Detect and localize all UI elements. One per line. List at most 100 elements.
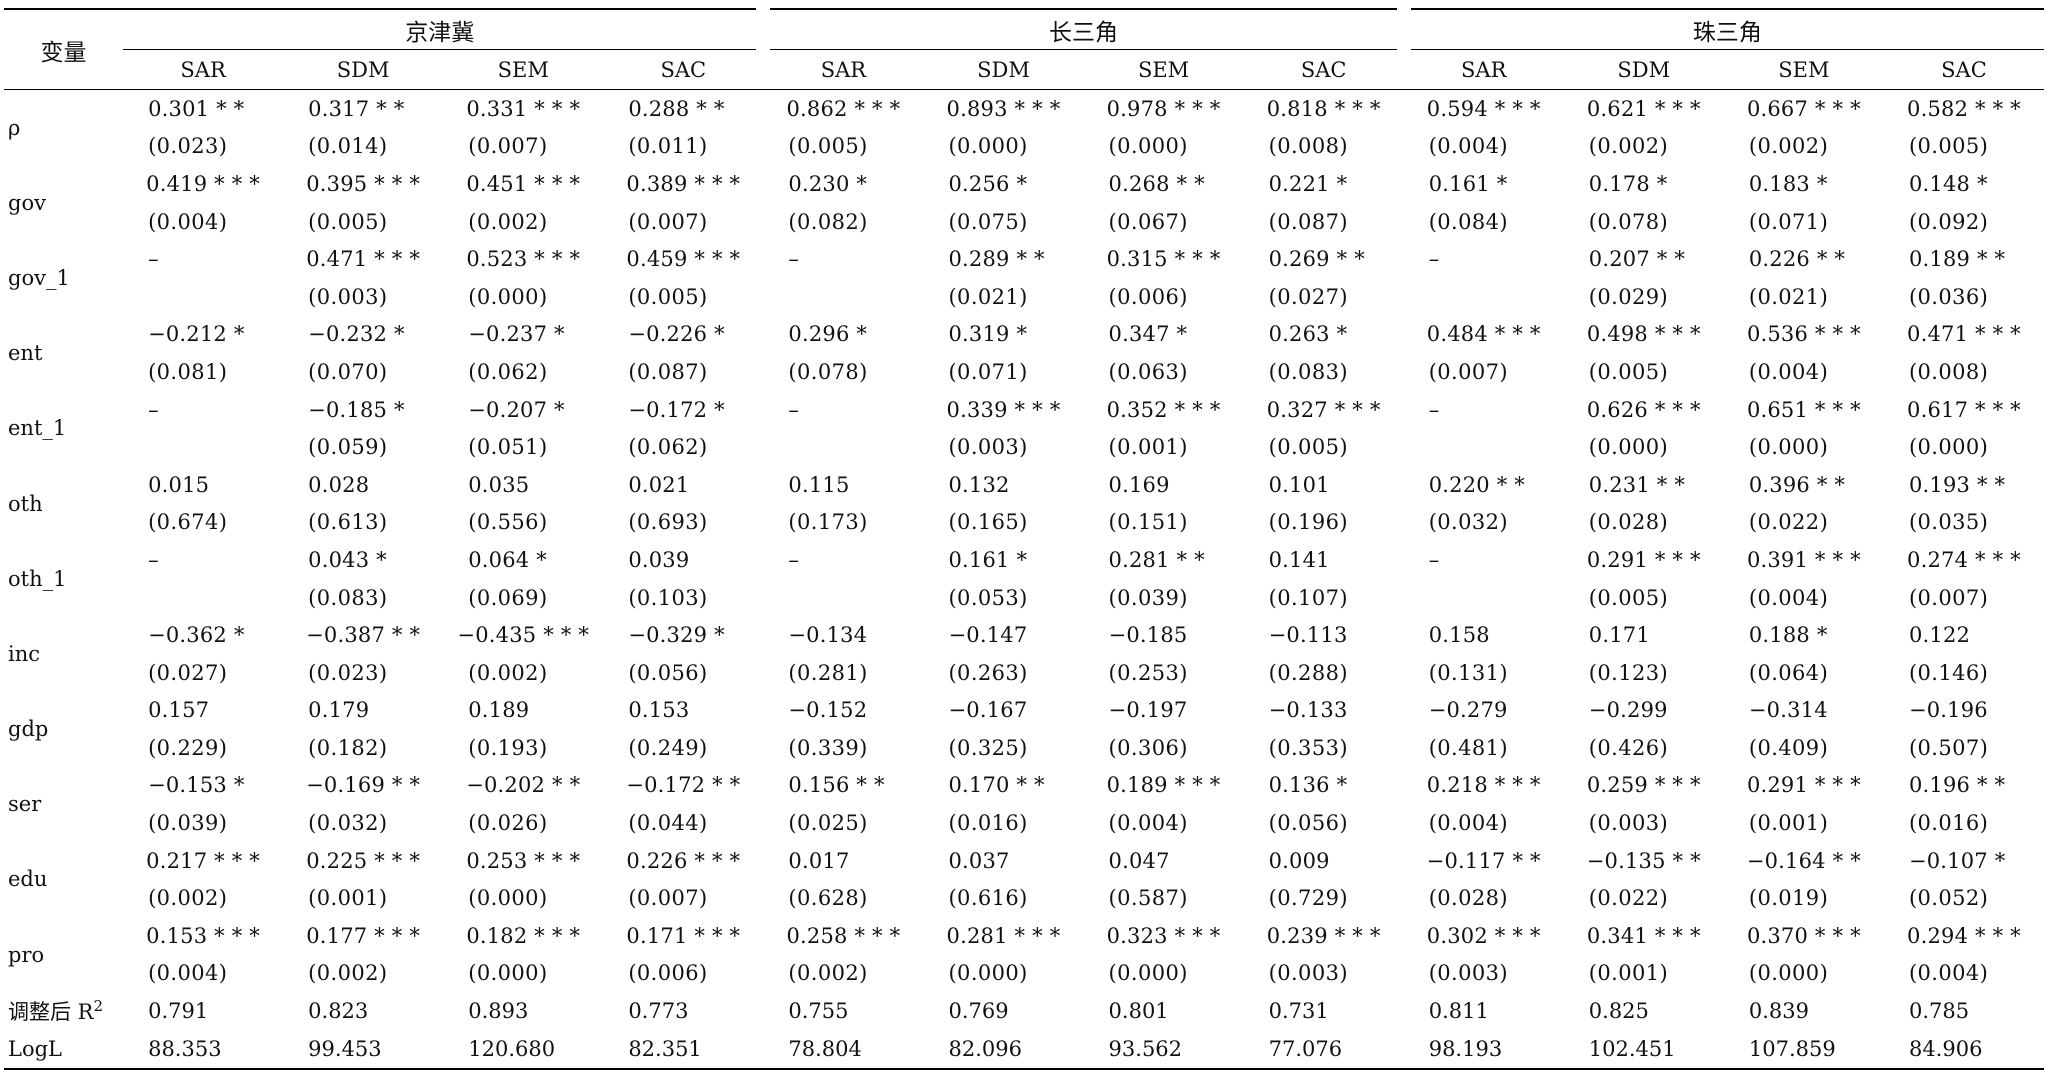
model-header-jingjinji-sdm: SDM	[336, 57, 390, 82]
stat-superscript: 2	[93, 997, 104, 1016]
stderr-cell: (0.002)	[123, 879, 283, 917]
stderr-cell: (0.165)	[923, 504, 1083, 542]
stderr-cell: (0.007)	[603, 879, 763, 917]
stderr-cell: (0.056)	[603, 654, 763, 692]
coefficient-cell: 0.170 * *	[923, 767, 1083, 805]
coefficient-cell: 0.171 * * *	[603, 917, 763, 955]
coefficient-value: 0.196 * *	[1908, 773, 2006, 798]
stat-name: 调整后 R2	[4, 992, 123, 1030]
coefficient-cell: 0.315 * * *	[1084, 240, 1244, 278]
stat-value: 0.773	[628, 999, 689, 1024]
coefficient-value: 0.220 * *	[1428, 472, 1525, 497]
coefficient-value: 0.294 * * *	[1907, 923, 2021, 948]
coefficient-cell: −0.185	[1084, 616, 1244, 654]
stderr-value: (0.023)	[308, 660, 388, 685]
stderr-value: (0.002)	[1748, 134, 1829, 159]
coefficient-value: 0.391 * * *	[1746, 547, 1861, 572]
stderr-value: (0.082)	[788, 209, 868, 234]
coefficient-cell: 0.323 * * *	[1084, 917, 1244, 955]
stderr-value: (0.000)	[1908, 435, 1989, 460]
stderr-cell: (0.022)	[1564, 879, 1724, 917]
variable-name: ser	[8, 792, 42, 817]
stderr-value: (0.063)	[1108, 359, 1188, 384]
stderr-cell: (0.426)	[1564, 729, 1724, 767]
coefficient-value: –	[1428, 547, 1440, 572]
stderr-cell: (0.092)	[1884, 203, 2044, 241]
stderr-cell: (0.056)	[1244, 804, 1404, 842]
stderr-value: (0.196)	[1268, 510, 1348, 535]
coefficient-cell: 0.319 *	[923, 316, 1083, 354]
coefficient-value: −0.147	[948, 623, 1028, 648]
stderr-cell: (0.011)	[603, 128, 763, 166]
coefficient-value: 0.626 * * *	[1586, 397, 1701, 422]
stderr-value: (0.022)	[1748, 510, 1829, 535]
coefficient-value: −0.113	[1268, 623, 1348, 648]
stderr-value: (0.004)	[1428, 134, 1509, 159]
stderr-cell: (0.027)	[1244, 278, 1404, 316]
coefficient-cell: 0.158	[1404, 616, 1564, 654]
stderr-cell: (0.022)	[1724, 504, 1884, 542]
coefficient-cell: −0.153 *	[123, 767, 283, 805]
stderr-value: (0.004)	[1108, 811, 1188, 836]
stderr-cell: (0.003)	[283, 278, 443, 316]
coef-row: edu 0.217 * * * 0.225 * * * 0.253 * * * 0.22…	[4, 842, 2044, 892]
coefficient-cell: −0.212 *	[123, 316, 283, 354]
coefficient-value: 0.182 * * *	[466, 923, 581, 948]
stderr-value: (0.029)	[1588, 284, 1669, 309]
stderr-value: (0.003)	[1588, 811, 1669, 836]
coefficient-cell: 0.037	[923, 842, 1083, 880]
coefficient-cell: −0.329 *	[603, 616, 763, 654]
stderr-cell: (0.028)	[1404, 879, 1564, 917]
coefficient-cell: 0.157	[123, 692, 283, 730]
stderr-value: (0.007)	[628, 209, 708, 234]
stat-cell: 0.811	[1404, 992, 1564, 1030]
stat-row: 调整后 R2 0.791 0.823 0.893 0.773 0.755 0.769 0.80…	[4, 992, 2044, 1030]
coefficient-cell: −0.134	[763, 616, 923, 654]
coefficient-value: 0.047	[1108, 848, 1170, 873]
coefficient-value: 0.263 *	[1268, 322, 1348, 347]
stderr-cell: (0.249)	[603, 729, 763, 767]
coefficient-cell: −0.164 * *	[1724, 842, 1884, 880]
stderr-cell: (0.006)	[1084, 278, 1244, 316]
coefficient-cell: 0.064 *	[443, 541, 603, 579]
stderr-cell: (0.004)	[1884, 955, 2044, 993]
coefficient-cell: −0.226 *	[603, 316, 763, 354]
coefficient-value: −0.135 * *	[1586, 848, 1701, 873]
stderr-cell: (0.016)	[923, 804, 1083, 842]
coefficient-value: 0.315 * * *	[1106, 247, 1221, 272]
coefficient-value: 0.862 * * *	[786, 96, 901, 121]
stderr-cell: (0.000)	[443, 955, 603, 993]
stat-value: 102.451	[1588, 1036, 1676, 1061]
coefficient-cell: 0.268 * *	[1084, 165, 1244, 203]
coefficient-value: −0.202 * *	[466, 773, 581, 798]
stderr-cell: (0.616)	[923, 879, 1083, 917]
coefficient-cell: 0.189 * * *	[1084, 767, 1244, 805]
coefficient-cell: 0.182 * * *	[443, 917, 603, 955]
coefficient-cell: 0.651 * * *	[1724, 391, 1884, 429]
coefficient-cell: 0.818 * * *	[1244, 90, 1404, 128]
stderr-cell: (0.003)	[1244, 955, 1404, 993]
coefficient-value: 0.594 * * *	[1426, 96, 1541, 121]
coefficient-cell: 0.291 * * *	[1564, 541, 1724, 579]
stderr-value: (0.032)	[308, 811, 388, 836]
stderr-value: (0.092)	[1908, 209, 1989, 234]
coefficient-value: 0.471 * * *	[1907, 322, 2021, 347]
stat-value: 0.755	[788, 999, 849, 1024]
stderr-value: (0.023)	[148, 134, 228, 159]
coefficient-value: −0.172 *	[628, 397, 725, 422]
stderr-cell: (0.007)	[1404, 353, 1564, 391]
coefficient-value: 0.281 * * *	[946, 923, 1061, 948]
stderr-cell: (0.051)	[443, 428, 603, 466]
stderr-row: (0.004) (0.002) (0.000) (0.006) (0.002) (0.00…	[4, 955, 2044, 993]
stat-cell: 0.825	[1564, 992, 1724, 1030]
stat-cell: 102.451	[1564, 1030, 1724, 1069]
stderr-cell: (0.014)	[283, 128, 443, 166]
stderr-row: (0.039) (0.032) (0.026) (0.044) (0.025) (0.01…	[4, 804, 2044, 842]
coefficient-value: 0.064 *	[468, 547, 547, 572]
stderr-value: (0.022)	[1588, 886, 1669, 911]
stderr-row: (0.083) (0.069) (0.103) (0.053) (0.039) (0.10…	[4, 579, 2044, 617]
model-header-yangtze-sdm: SDM	[977, 57, 1030, 82]
coefficient-value: 0.231 * *	[1588, 472, 1686, 497]
stderr-value: (0.084)	[1428, 209, 1509, 234]
coef-row: ser −0.153 * −0.169 * * −0.202 * * −0.172 * …	[4, 767, 2044, 816]
